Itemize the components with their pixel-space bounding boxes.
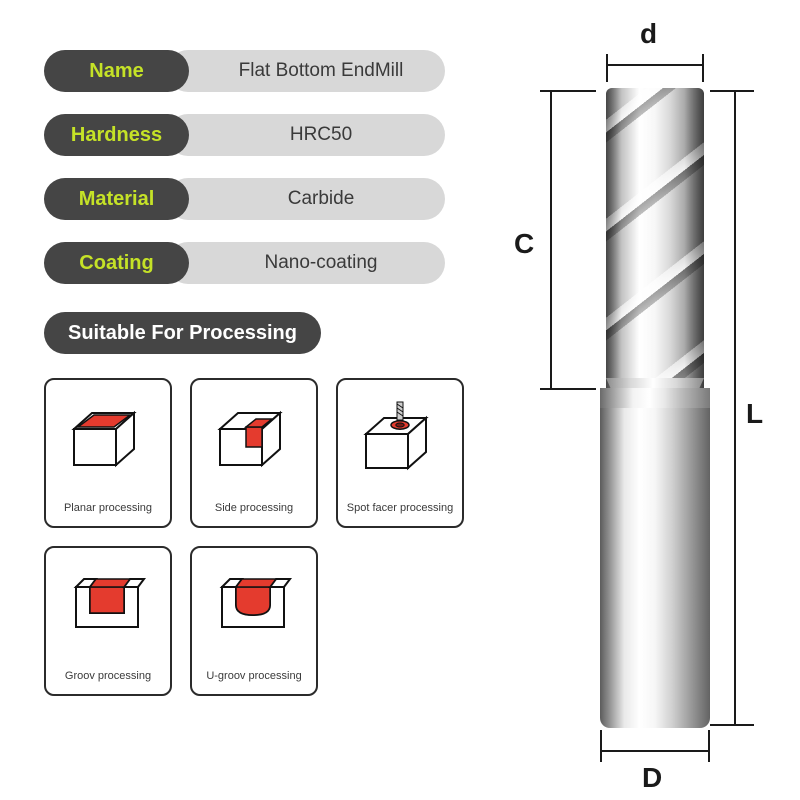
- process-card-side: Side processing: [190, 378, 318, 528]
- endmill-flutes: [606, 88, 704, 396]
- dim-label-D: D: [642, 762, 662, 794]
- spec-row-material: Material Carbide: [44, 178, 454, 220]
- process-card-spotfacer: Spot facer processing: [336, 378, 464, 528]
- spec-value: HRC50: [167, 114, 445, 156]
- process-label: Planar processing: [64, 502, 152, 514]
- process-card-groove: Groov processing: [44, 546, 172, 696]
- endmill-shank: [600, 408, 710, 728]
- spec-row-name: Name Flat Bottom EndMill: [44, 50, 454, 92]
- dim-tick: [710, 90, 754, 92]
- dim-line: [550, 90, 552, 390]
- dim-line: [734, 90, 736, 726]
- spec-value: Carbide: [167, 178, 445, 220]
- dim-label-L: L: [746, 398, 763, 430]
- spec-value: Flat Bottom EndMill: [167, 50, 445, 92]
- spec-value: Nano-coating: [167, 242, 445, 284]
- dim-tick: [540, 90, 596, 92]
- dim-line: [606, 64, 704, 66]
- planar-icon: [46, 380, 170, 498]
- process-label: Side processing: [215, 502, 293, 514]
- process-grid: Planar processing Side processing: [44, 378, 454, 696]
- dim-line: [600, 750, 710, 752]
- endmill-diagram: d C L D: [510, 18, 770, 778]
- process-card-ugroove: U-groov processing: [190, 546, 318, 696]
- section-title: Suitable For Processing: [44, 312, 321, 354]
- spec-label: Material: [44, 178, 189, 220]
- spec-row-coating: Coating Nano-coating: [44, 242, 454, 284]
- groove-icon: [46, 548, 170, 666]
- dim-tick: [710, 724, 754, 726]
- process-card-planar: Planar processing: [44, 378, 172, 528]
- side-icon: [192, 380, 316, 498]
- process-label: U-groov processing: [206, 670, 301, 682]
- spec-label: Coating: [44, 242, 189, 284]
- process-label: Groov processing: [65, 670, 151, 682]
- process-label: Spot facer processing: [347, 502, 453, 514]
- spec-label: Hardness: [44, 114, 189, 156]
- spotfacer-icon: [338, 380, 462, 498]
- spec-row-hardness: Hardness HRC50: [44, 114, 454, 156]
- dim-tick: [606, 54, 608, 82]
- ugroove-icon: [192, 548, 316, 666]
- dim-label-C: C: [514, 228, 534, 260]
- dim-label-d: d: [640, 18, 657, 50]
- dim-tick: [708, 730, 710, 762]
- endmill-illustration: [600, 88, 710, 728]
- dim-tick: [702, 54, 704, 82]
- dim-tick: [600, 730, 602, 762]
- dim-tick: [540, 388, 596, 390]
- spec-label: Name: [44, 50, 189, 92]
